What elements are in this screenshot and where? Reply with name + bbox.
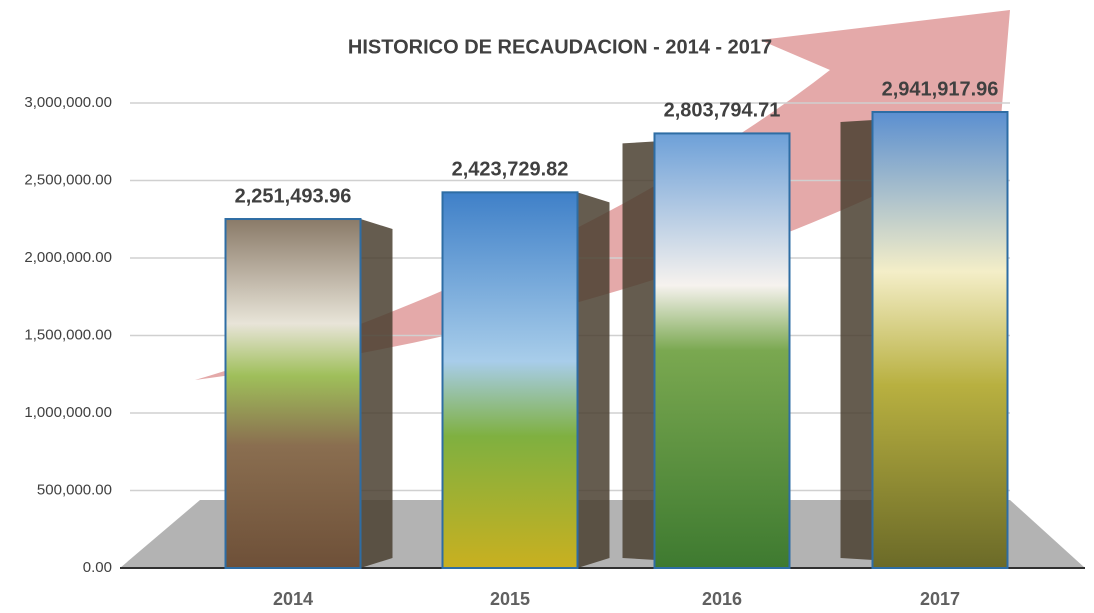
y-tick-label: 1,000,000.00 [24, 404, 112, 421]
y-tick-label: 0.00 [83, 559, 112, 576]
x-tick-label: 2014 [273, 589, 313, 609]
bar-side [578, 192, 610, 568]
bar-side [361, 219, 393, 568]
y-tick-label: 3,000,000.00 [24, 94, 112, 111]
chart: HISTORICO DE RECAUDACION - 2014 - 2017 0… [0, 0, 1094, 613]
x-tick-label: 2017 [920, 589, 960, 609]
value-label: 2,941,917.96 [882, 78, 999, 100]
y-tick-label: 2,000,000.00 [24, 249, 112, 266]
value-label: 2,803,794.71 [664, 100, 781, 122]
y-tick-label: 500,000.00 [37, 481, 112, 498]
y-tick-label: 2,500,000.00 [24, 171, 112, 188]
chart-title: HISTORICO DE RECAUDACION - 2014 - 2017 [348, 36, 772, 58]
bar [226, 219, 361, 568]
bar [655, 133, 790, 568]
bar [873, 112, 1008, 568]
value-label: 2,423,729.82 [452, 159, 569, 181]
x-tick-label: 2015 [490, 589, 530, 609]
x-tick-label: 2016 [702, 589, 742, 609]
y-tick-label: 1,500,000.00 [24, 326, 112, 343]
value-label: 2,251,493.96 [235, 185, 352, 207]
bar [443, 192, 578, 568]
